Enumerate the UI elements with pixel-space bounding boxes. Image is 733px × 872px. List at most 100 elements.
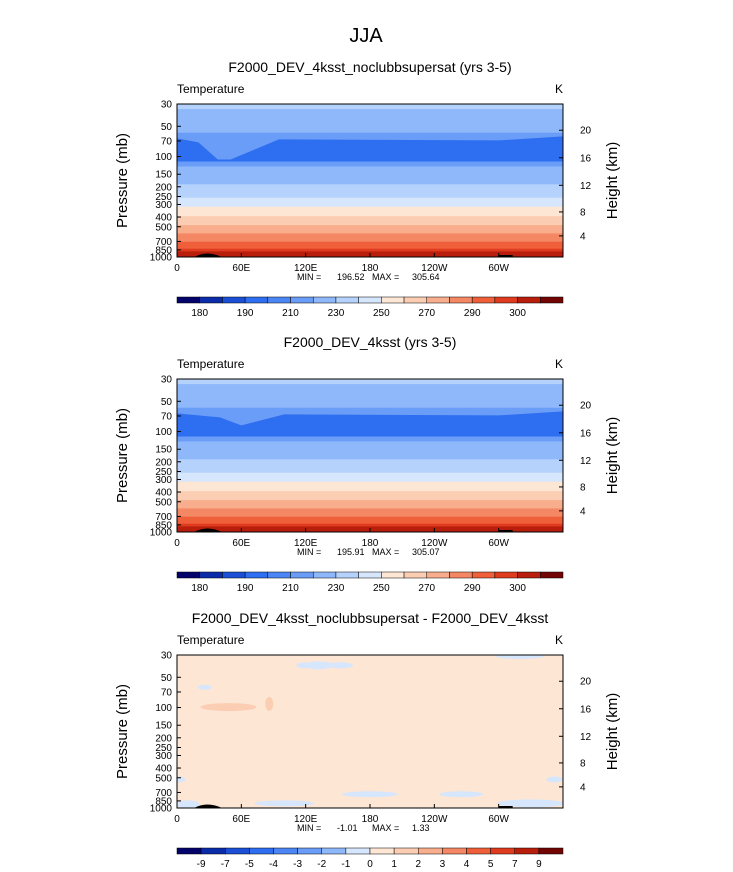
panel-2-xtick-label: 120W <box>421 538 448 549</box>
panel-3-units-label: K <box>555 633 563 647</box>
panel-1-y2tick-label: 12 <box>580 181 592 192</box>
panel-1-colorbar-swatch <box>449 296 473 304</box>
panel-2-field <box>177 379 563 532</box>
panel-2-min-value: 195.91 <box>337 547 365 557</box>
panel-1-colorbar-label: 230 <box>328 308 345 319</box>
panel-1-ytick-label: 300 <box>155 200 172 211</box>
panel-3-colorbar-label: -9 <box>197 859 206 870</box>
panel-3-colorbar-label: 4 <box>464 859 470 870</box>
panel-2-y2tick-label: 8 <box>580 482 586 493</box>
panel-1-colorbar-label: 250 <box>373 308 390 319</box>
panel-2-ytick-label: 250 <box>155 467 172 478</box>
panel-2-band <box>177 472 563 483</box>
panel-3-anomaly-patch <box>200 703 257 712</box>
panel-3-anomaly-patch <box>342 791 398 798</box>
panel-3-max-value: 1.33 <box>412 823 430 833</box>
panel-3-ytick-label: 30 <box>161 651 173 662</box>
panel-1-colorbar-label: 290 <box>464 308 481 319</box>
panel-1-ytick-label: 100 <box>155 152 172 163</box>
panel-2-xtick-label: 0 <box>174 538 180 549</box>
panel-2-y2tick-label: 20 <box>580 401 592 412</box>
panel-3-anomaly-patch <box>265 696 274 711</box>
panel-3-ytick-label: 100 <box>155 703 172 714</box>
panel-3-colorbar-swatch <box>176 847 202 855</box>
panel-3-colorbar-label: 1 <box>391 859 397 870</box>
panel-1-y2tick-label: 16 <box>580 153 592 164</box>
panel-3-ytick-label: 50 <box>161 673 173 684</box>
panel-1-colorbar-swatch <box>358 296 382 304</box>
panel-1-colorbar-label: 270 <box>418 308 435 319</box>
panel-2-colorbar-swatch <box>426 571 450 579</box>
panel-1-band <box>177 233 563 243</box>
panel-3-ytick-label: 400 <box>155 764 172 775</box>
panel-3-colorbar-swatch <box>345 847 371 855</box>
figure-title: JJA <box>349 25 383 47</box>
panel-1-colorbar-swatch <box>426 296 450 304</box>
panel-3-ytick-label: 70 <box>161 687 173 698</box>
panel-2-y2tick-label: 16 <box>580 428 592 439</box>
panel-2-ytick-label: 400 <box>155 488 172 499</box>
panel-2-xtick-label: 60W <box>488 538 509 549</box>
panel-3-colorbar-label: -2 <box>317 859 326 870</box>
panel-1-colorbar-swatch <box>312 296 337 304</box>
panel-1-colorbar-swatch <box>199 296 223 304</box>
panel-3-ylabel: Pressure (mb) <box>114 684 131 779</box>
panel-1-ytick-label: 70 <box>161 136 173 147</box>
panel-1-tropopause-core <box>177 136 563 162</box>
panel-3-colorbar-swatch <box>490 847 515 855</box>
panel-2-colorbar-swatch <box>449 571 473 579</box>
panel-1-topography <box>194 253 223 257</box>
panel-1-units-label: K <box>555 82 563 96</box>
panel-1-xtick-label: 120W <box>421 263 448 274</box>
panel-3-group: F2000_DEV_4ksst_noclubbsupersat - F2000_… <box>114 610 621 870</box>
panel-3-ytick-label: 200 <box>155 733 172 744</box>
panel-1-group: F2000_DEV_4ksst_noclubbsupersat (yrs 3-5… <box>114 59 621 319</box>
panel-3-y2tick-label: 20 <box>580 677 592 688</box>
panel-2-band <box>177 481 563 492</box>
panel-3-xtick-label: 120E <box>294 814 318 825</box>
panel-2-max-value: 305.07 <box>412 547 440 557</box>
panel-2-xtick-label: 180 <box>362 538 379 549</box>
panel-3-xtick-label: 60E <box>232 814 250 825</box>
panel-1-ytick-label: 850 <box>155 245 172 256</box>
panel-1-xtick-label: 180 <box>362 263 379 274</box>
panel-3-xtick-label: 120W <box>421 814 448 825</box>
panel-2-colorbar-swatch <box>540 571 564 579</box>
panel-3-colorbar-swatch <box>538 847 564 855</box>
panel-2-colorbar-swatch <box>335 571 359 579</box>
panel-3-ytick-label: 850 <box>155 796 172 807</box>
panel-1-colorbar-label: 300 <box>509 308 526 319</box>
panel-1-topography <box>498 255 513 257</box>
panel-2-colorbar-swatch <box>494 571 518 579</box>
panel-2-ytick-label: 850 <box>155 520 172 531</box>
panel-1-ytick-label: 150 <box>155 170 172 181</box>
panel-2-colorbar-label: 250 <box>373 583 390 594</box>
panel-2-colorbar-swatch <box>358 571 382 579</box>
panel-1-y2label: Height (km) <box>604 142 621 220</box>
panel-1-ytick-label: 200 <box>155 182 172 193</box>
panel-1-y2tick-label: 4 <box>580 231 586 242</box>
panel-1-band <box>177 104 563 110</box>
panel-2-band <box>177 379 563 385</box>
panel-1-xtick-label: 120E <box>294 263 318 274</box>
panel-2-title: F2000_DEV_4ksst (yrs 3-5) <box>284 334 457 350</box>
panel-1-field <box>177 104 563 257</box>
panel-1-xtick-label: 60E <box>232 263 250 274</box>
panel-2-ytick-label: 30 <box>161 375 173 386</box>
panel-2-colorbar-swatch <box>267 571 291 579</box>
panel-1-band <box>177 109 563 134</box>
panel-2-ylabel: Pressure (mb) <box>114 408 131 503</box>
panel-2-colorbar-label: 180 <box>191 583 208 594</box>
panel-2-ytick-label: 500 <box>155 497 172 508</box>
panel-3-colorbar-swatch <box>393 847 419 855</box>
panel-3-ytick-label: 500 <box>155 773 172 784</box>
panel-1-min-value: 196.52 <box>337 272 365 282</box>
panel-1-colorbar-swatch <box>540 296 564 304</box>
panel-3-xtick-label: 0 <box>174 814 180 825</box>
panel-1-xtick-label: 0 <box>174 263 180 274</box>
panel-2-max-label: MAX = <box>372 547 399 557</box>
panel-1-colorbar-swatch <box>335 296 359 304</box>
panel-1-ytick-label: 30 <box>161 100 173 111</box>
panel-2-colorbar-swatch <box>517 571 541 579</box>
panel-2-band <box>177 508 563 518</box>
